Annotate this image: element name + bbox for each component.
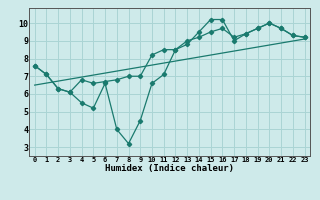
X-axis label: Humidex (Indice chaleur): Humidex (Indice chaleur) — [105, 164, 234, 173]
